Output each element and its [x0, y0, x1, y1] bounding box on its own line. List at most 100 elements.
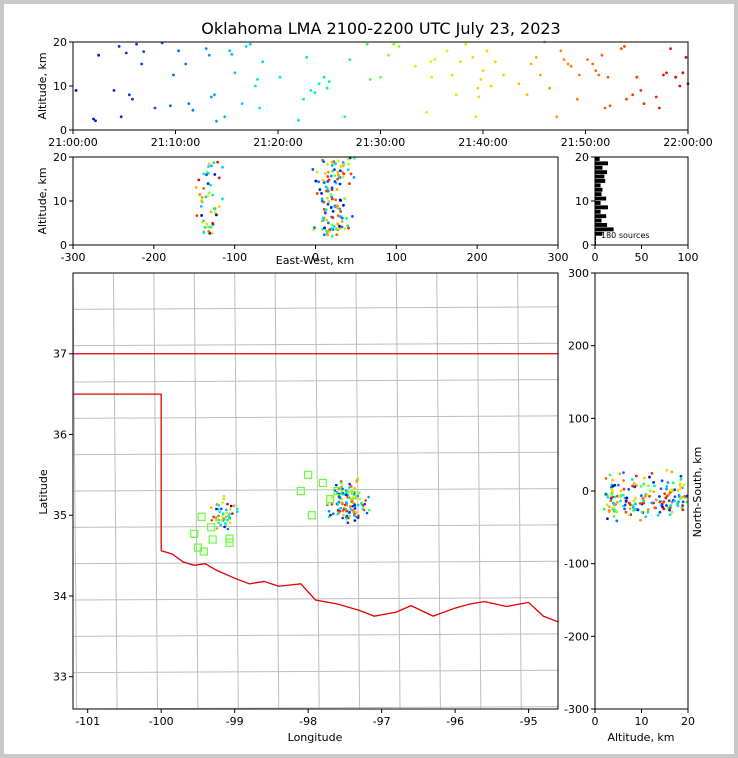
lightning-source-point: [329, 205, 333, 209]
lightning-source-point: [631, 484, 634, 488]
lightning-source-point: [594, 69, 598, 72]
lightning-source-point: [297, 118, 300, 122]
lightning-source-point: [212, 207, 216, 210]
lightning-source-point: [646, 510, 650, 514]
lightning-source-point: [321, 216, 325, 220]
y-axis-tick-label: 0: [582, 485, 589, 498]
lightning-source-point: [330, 227, 334, 231]
state-boundary-line: [160, 550, 558, 623]
lightning-source-point: [642, 499, 646, 503]
lightning-source-point: [342, 203, 345, 207]
lightning-source-point: [352, 175, 356, 179]
lightning-source-point: [621, 493, 625, 497]
lightning-source-point: [322, 233, 326, 237]
lightning-source-point: [668, 506, 672, 510]
lightning-source-point: [330, 197, 334, 201]
lightning-source-point: [240, 102, 244, 105]
lightning-source-point: [619, 47, 623, 50]
lightning-source-point: [367, 495, 370, 499]
lightning-source-point: [210, 518, 214, 522]
lightning-source-point: [430, 75, 434, 79]
lightning-source-point: [660, 479, 664, 483]
lightning-source-point: [214, 213, 218, 217]
lightning-source-point: [669, 47, 672, 50]
lma-station-marker: [304, 470, 313, 479]
lightning-source-point: [648, 494, 651, 498]
lightning-source-point: [313, 91, 317, 94]
lightning-source-point: [336, 170, 340, 174]
lightning-source-point: [670, 510, 674, 514]
lightning-source-point: [200, 196, 204, 199]
lightning-source-point: [425, 111, 429, 114]
lightning-source-point: [343, 197, 347, 200]
lightning-source-point: [639, 89, 643, 92]
lightning-source-point: [673, 499, 676, 503]
lightning-source-point: [213, 211, 217, 215]
lightning-source-point: [140, 62, 144, 66]
lightning-source-point: [223, 525, 226, 529]
lightning-source-point: [226, 527, 230, 531]
figure-background: [4, 4, 734, 754]
y-axis-tick-label: 36: [53, 428, 67, 441]
lightning-source-point: [625, 97, 628, 101]
lightning-source-point: [207, 165, 210, 168]
lightning-source-point: [336, 159, 340, 163]
lightning-source-point: [329, 174, 333, 178]
lightning-source-point: [355, 480, 359, 484]
lightning-source-point: [368, 78, 372, 81]
lightning-source-point: [213, 173, 217, 176]
lightning-source-point: [479, 78, 483, 81]
lightning-source-point: [611, 484, 615, 488]
x-axis-label: Altitude, km: [607, 731, 674, 744]
lightning-source-point: [227, 514, 230, 518]
figure-title: Oklahoma LMA 2100-2200 UTC July 23, 2023: [201, 19, 560, 38]
lightning-source-point: [347, 226, 350, 230]
lightning-source-point: [652, 490, 656, 494]
lightning-source-point: [346, 168, 350, 172]
lightning-source-point: [361, 507, 365, 511]
lightning-source-point: [142, 50, 146, 54]
lightning-source-point: [477, 95, 481, 99]
lightning-source-point: [324, 185, 328, 189]
lightning-source-point: [221, 515, 224, 518]
lightning-source-point: [244, 45, 248, 48]
lightning-source-point: [685, 500, 689, 504]
lightning-source-point: [413, 64, 417, 68]
lightning-source-point: [351, 504, 355, 508]
lightning-source-point: [312, 226, 316, 229]
county-line: [517, 273, 522, 709]
lightning-source-point: [331, 216, 335, 219]
lightning-source-point: [622, 471, 625, 475]
lightning-source-point: [215, 518, 218, 522]
lightning-source-point: [638, 501, 642, 505]
county-line: [234, 273, 239, 709]
lightning-source-point: [329, 193, 333, 196]
lma-station-marker: [326, 494, 335, 504]
county-line: [355, 273, 361, 709]
lightning-source-point: [228, 512, 231, 516]
lightning-source-point: [331, 512, 335, 516]
lightning-source-point: [339, 210, 343, 213]
lightning-source-point: [194, 185, 198, 189]
x-axis-tick-label: -101: [75, 715, 100, 728]
lightning-source-point: [351, 508, 355, 512]
x-axis-tick-label: -98: [299, 715, 317, 728]
lightning-source-point: [667, 499, 671, 503]
lightning-source-point: [217, 514, 220, 518]
lightning-source-point: [647, 484, 650, 488]
lightning-source-point: [117, 45, 121, 48]
x-axis-tick-label: 100: [386, 251, 407, 264]
lightning-source-point: [610, 488, 614, 491]
lightning-source-point: [225, 508, 228, 512]
altitude-histogram-panel: 180 sources 0 50 100 0 10 20: [575, 151, 699, 264]
lightning-source-point: [648, 475, 651, 479]
lightning-source-point: [640, 510, 644, 514]
lma-station-marker: [207, 523, 216, 532]
lightning-source-point: [658, 500, 662, 504]
lightning-source-point: [643, 494, 647, 498]
lightning-source-point: [211, 193, 215, 197]
lightning-source-point: [337, 227, 340, 231]
county-line: [73, 597, 558, 601]
lightning-source-point: [224, 515, 228, 519]
